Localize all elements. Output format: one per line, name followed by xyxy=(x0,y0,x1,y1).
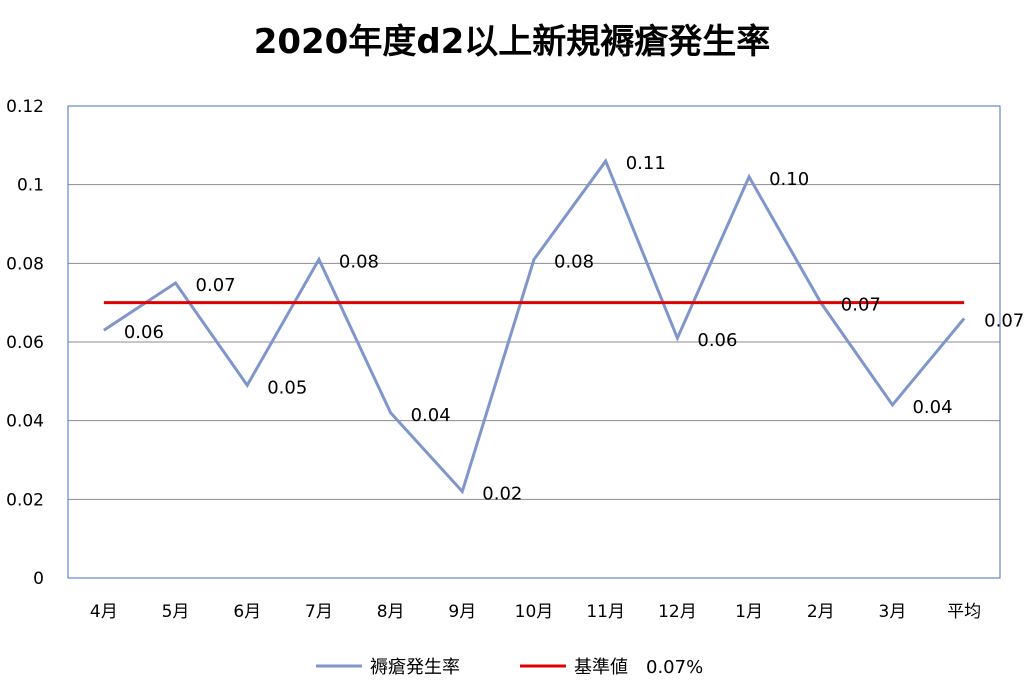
data-label: 0.06 xyxy=(697,330,737,351)
series-lines xyxy=(103,158,966,495)
data-label: 0.04 xyxy=(912,397,952,418)
data-labels: 0.06 0.07 0.05 0.08 0.04 0.02 0.08 0.11 0.06 0.10… xyxy=(124,153,1024,504)
data-label: 0.07 xyxy=(196,275,236,296)
x-tick-label: 平均 xyxy=(947,602,981,622)
y-tick-label: 0.12 xyxy=(6,97,44,117)
x-tick-label: 6月 xyxy=(233,602,261,622)
x-tick-label: 10月 xyxy=(515,602,554,622)
data-label: 0.08 xyxy=(339,251,379,272)
x-tick-label: 12月 xyxy=(658,602,697,622)
data-label: 0.10 xyxy=(769,169,809,190)
y-tick-label: 0 xyxy=(33,569,44,589)
data-label: 0.05 xyxy=(267,377,307,398)
series-line-rate xyxy=(103,158,966,495)
data-label: 0.07 xyxy=(984,310,1024,331)
x-tick-label: 7月 xyxy=(305,602,333,622)
x-tick-label: 2月 xyxy=(807,602,835,622)
legend-label-baseline: 基準値 0.07% xyxy=(574,657,703,678)
x-axis-ticks: 4月 5月 6月 7月 8月 9月 10月 11月 12月 1月 2月 3月 平均 xyxy=(90,602,981,622)
y-tick-label: 0.08 xyxy=(6,254,44,274)
y-tick-label: 0.06 xyxy=(6,333,44,353)
data-label: 0.04 xyxy=(411,405,451,426)
chart-title: 2020年度d2以上新規褥瘡発生率 xyxy=(253,22,771,62)
x-tick-label: 4月 xyxy=(90,602,118,622)
x-tick-label: 3月 xyxy=(879,602,907,622)
plot-area-border xyxy=(67,105,1001,579)
data-label: 0.06 xyxy=(124,322,164,343)
legend: 褥瘡発生率 基準値 0.07% xyxy=(316,657,703,678)
data-label: 0.07 xyxy=(841,295,881,316)
data-label: 0.08 xyxy=(554,251,594,272)
x-tick-label: 11月 xyxy=(586,602,625,622)
data-label: 0.11 xyxy=(626,153,666,174)
x-tick-label: 9月 xyxy=(448,602,476,622)
y-tick-label: 0.02 xyxy=(6,490,44,510)
legend-label-rate: 褥瘡発生率 xyxy=(370,657,460,678)
data-label: 0.02 xyxy=(482,483,522,504)
x-tick-label: 5月 xyxy=(162,602,190,622)
y-tick-label: 0.1 xyxy=(17,176,44,196)
gridlines xyxy=(67,105,1001,579)
x-tick-label: 8月 xyxy=(377,602,405,622)
x-tick-label: 1月 xyxy=(735,602,763,622)
y-axis-ticks: 0 0.02 0.04 0.06 0.08 0.1 0.12 xyxy=(6,97,44,589)
y-tick-label: 0.04 xyxy=(6,412,44,432)
